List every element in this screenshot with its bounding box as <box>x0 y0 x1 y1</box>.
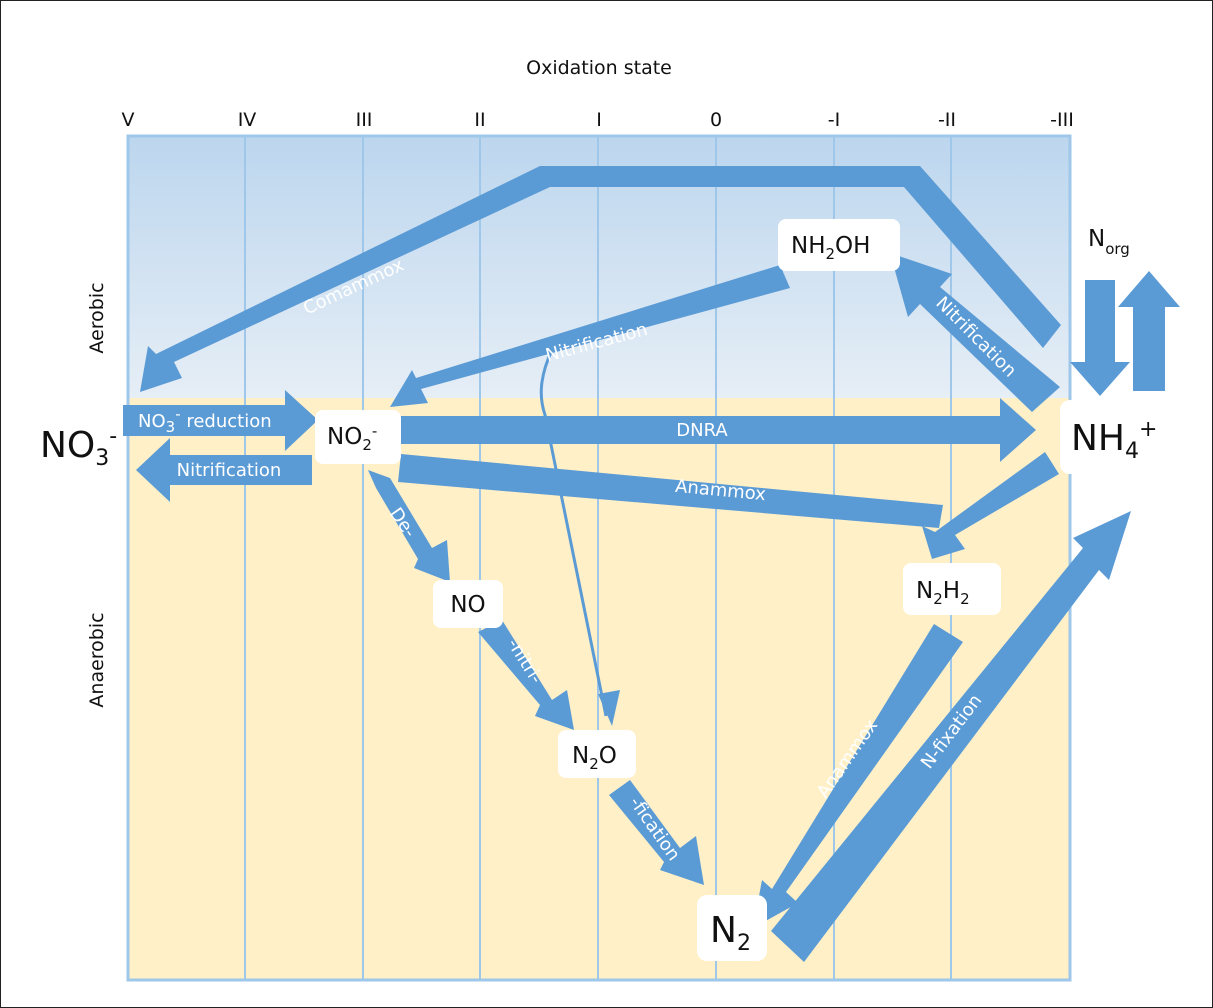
nh2oh-post: OH <box>835 233 870 259</box>
nh4-n2h2-arrow <box>922 452 1059 559</box>
tick-label: I <box>596 109 602 131</box>
no2-base: NO <box>327 424 362 450</box>
dnra-label: DNRA <box>676 420 728 441</box>
nitrification-no2-arrow <box>136 438 312 502</box>
no3-sup: - <box>109 424 117 449</box>
n2o-post: O <box>599 743 617 769</box>
no3-reduction-label: NO3- reduction <box>138 405 272 436</box>
species-n2o: N2O <box>572 743 617 773</box>
de-arrow <box>368 470 450 582</box>
comammox-arrow <box>140 166 1061 392</box>
species-no3: NO3- <box>40 424 117 471</box>
species-nh2oh-box <box>778 219 900 271</box>
axis-title: Oxidation state <box>526 57 672 79</box>
no3-sub: 3 <box>95 446 109 471</box>
dnra-arrow <box>398 398 1036 462</box>
n2o-sub: 2 <box>589 755 599 773</box>
n-fixation-arrow <box>771 511 1131 962</box>
species-nh2oh: NH2OH <box>791 233 870 263</box>
n2h2-pre: N <box>916 578 933 604</box>
tick-label: IV <box>238 109 257 131</box>
species-n2-box <box>697 895 767 961</box>
nitrification-n2o-arrowhead <box>598 690 620 726</box>
nitrification-nh2oh-arrow <box>390 265 790 407</box>
species-no: NO <box>450 592 485 618</box>
species-nh4: NH4+ <box>1071 417 1157 464</box>
tick-label: -III <box>1050 109 1074 131</box>
grid-lines <box>244 136 952 980</box>
no3-reduction-arrow <box>123 390 318 451</box>
no3-reduction-prefix: NO <box>138 411 166 432</box>
nh2oh-sub: 2 <box>826 245 836 263</box>
n2o-pre: N <box>572 743 589 769</box>
species-no2-box <box>315 410 401 464</box>
anammox-top-arrow <box>398 454 943 528</box>
process-arrows <box>123 166 1180 962</box>
nh4-sup: + <box>1139 417 1157 442</box>
no2-sub: 2 <box>362 436 372 454</box>
tick-label: III <box>356 109 373 131</box>
tick-label: -I <box>828 109 840 131</box>
fication-arrow <box>609 780 704 885</box>
nitri-arrow <box>478 620 574 730</box>
tick-label: II <box>474 109 485 131</box>
nitrification-no2-label: Nitrification <box>177 460 282 481</box>
norg-down-arrow <box>1070 280 1130 396</box>
norg-sub: org <box>1105 240 1130 258</box>
tick-label: -II <box>938 109 956 131</box>
n2-base: N <box>710 910 737 951</box>
species-n2h2: N2H2 <box>916 578 970 608</box>
tick-label: V <box>122 109 135 131</box>
no3-base: NO <box>40 425 95 466</box>
n2-sub: 2 <box>737 931 751 956</box>
species-n2: N2 <box>710 910 751 956</box>
norg-up-arrow <box>1118 271 1180 391</box>
no2-sup: - <box>372 422 377 440</box>
species-no2: NO2- <box>327 422 377 454</box>
tick-label: 0 <box>710 109 722 131</box>
no3-reduction-sub: 3 <box>166 418 176 436</box>
n2h2-mid: H <box>943 578 960 604</box>
species-n2o-box <box>558 730 636 778</box>
n2h2-sub: 2 <box>933 590 943 608</box>
nh2oh-pre: NH <box>791 233 826 259</box>
n2h2-sub2: 2 <box>960 590 970 608</box>
anammox-bottom-arrow <box>753 624 963 928</box>
nitrification-nh4-arrow <box>890 253 1060 412</box>
norg-base: N <box>1088 226 1105 252</box>
aerobic-label: Aerobic <box>86 282 108 353</box>
species-norg: Norg <box>1088 226 1130 258</box>
nh4-sub: 4 <box>1125 439 1139 464</box>
species-no-box <box>433 580 503 628</box>
nh4-base: NH <box>1071 418 1125 459</box>
anaerobic-label: Anaerobic <box>86 612 108 707</box>
species-nh4-box <box>1060 400 1176 474</box>
no3-reduction-suffix: reduction <box>181 411 272 432</box>
no3-reduction-sup: - <box>175 405 180 423</box>
species-n2h2-box <box>903 563 1001 615</box>
oxidation-state-ticks: V IV III II I 0 -I -II -III <box>122 109 1074 131</box>
nitrification-n2o-branch <box>539 349 608 717</box>
